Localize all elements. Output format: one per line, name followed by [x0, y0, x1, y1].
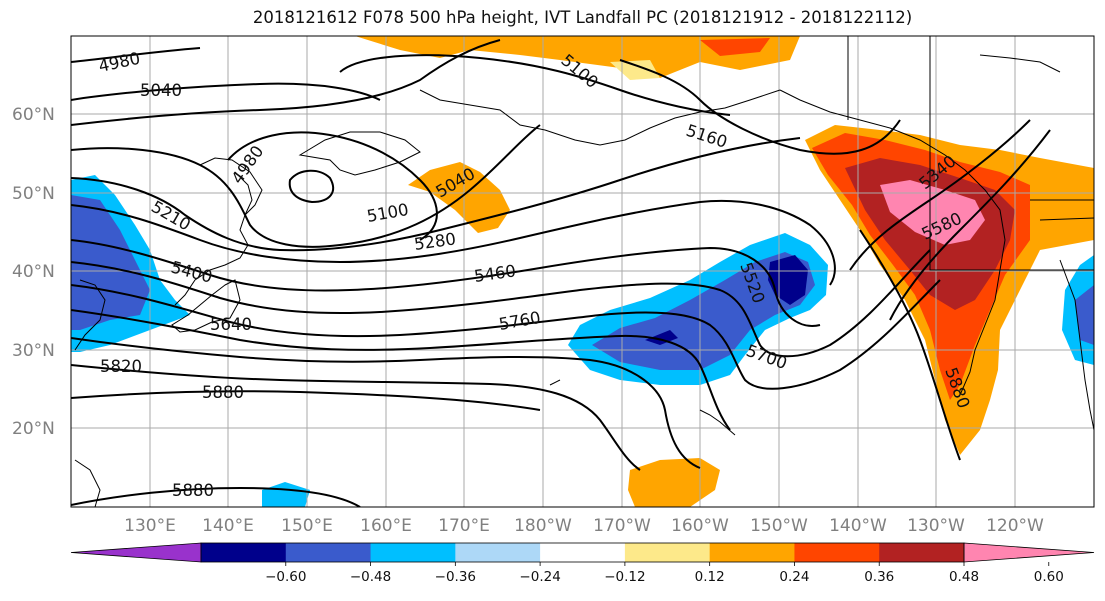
lon-label-170w: 170°W [593, 516, 651, 536]
colorbar-tick-label: 0.36 [864, 569, 894, 585]
map-title: 2018121612 F078 500 hPa height, IVT Land… [252, 8, 913, 27]
colorbar-tick-label: −0.12 [604, 569, 645, 585]
height-contours [71, 39, 1051, 507]
lat-label-30n: 30°N [12, 341, 55, 361]
colorbar-bin [285, 543, 372, 562]
ivt-positive-north-blob [355, 36, 800, 78]
lat-label-50n: 50°N [12, 184, 55, 204]
ivt-positive-westcoast-core [880, 180, 985, 245]
ivt-negative-central-core [768, 255, 808, 305]
colorbar-frame [200, 542, 965, 563]
contour-label-5880: 5880 [202, 383, 244, 402]
coastlines [74, 36, 1094, 507]
lon-label-170e: 170°E [438, 516, 490, 536]
lat-label-20n: 20°N [12, 419, 55, 439]
gridlines [71, 36, 1094, 507]
lat-label-60n: 60°N [12, 105, 55, 125]
colorbar-extend-high [963, 542, 1095, 563]
colorbar-extend-low [70, 542, 202, 563]
colorbar-tick-label: 0.12 [695, 569, 725, 585]
lon-label-180w: 180°W [514, 516, 572, 536]
ivt-positive-subtropical [628, 458, 720, 507]
latitude-labels: 60°N 50°N 40°N 30°N 20°N [12, 105, 55, 439]
ivt-negative-central-core2 [645, 330, 678, 345]
colorbar-bin [540, 543, 626, 562]
longitude-labels: 130°E 140°E 150°E 160°E 170°E 180°W 170°… [124, 516, 1044, 536]
colorbar-bin [201, 543, 287, 562]
lon-label-160w: 160°W [671, 516, 729, 536]
colorbar-bin [624, 543, 711, 562]
lon-label-130e: 130°E [124, 516, 176, 536]
ivt-negative-east-core [1075, 285, 1094, 345]
lon-label-150w: 150°W [750, 516, 808, 536]
colorbar-tick-label: −0.60 [265, 569, 306, 585]
lon-label-120w: 120°W [986, 516, 1044, 536]
colorbar-tick-label: 0.48 [949, 569, 979, 585]
contour-label-5640: 5640 [210, 315, 252, 334]
colorbar-bin [879, 543, 965, 562]
map-frame [70, 35, 1095, 508]
contour-label-5820: 5820 [100, 357, 142, 376]
colorbar-bin [709, 543, 795, 562]
lon-label-140e: 140°E [202, 516, 254, 536]
colorbar-tick-label: −0.24 [519, 569, 560, 585]
colorbar: −0.60 −0.48 −0.36 −0.24 −0.12 0.12 0.24 0.36 0.4… [70, 542, 1095, 585]
lat-label-40n: 40°N [12, 262, 55, 282]
contour-label-5040: 5040 [140, 81, 182, 100]
colorbar-bin [370, 543, 456, 562]
colorbar-bin [455, 543, 541, 562]
colorbar-tick-label: 0.24 [779, 569, 809, 585]
map-area: 4980 5040 5100 4980 5210 5040 5100 5280 … [71, 36, 1094, 507]
colorbar-tick-label: 0.60 [1034, 569, 1064, 585]
colorbar-tick-label: −0.36 [435, 569, 476, 585]
lon-label-150e: 150°E [281, 516, 333, 536]
lon-label-140w: 140°W [829, 516, 887, 536]
ivt-positive-north-core [700, 38, 770, 56]
colorbar-bin [794, 543, 880, 562]
lon-label-130w: 130°W [907, 516, 965, 536]
lon-label-160e: 160°E [360, 516, 412, 536]
contour-label-5880-south: 5880 [172, 481, 214, 500]
colorbar-tick-label: −0.48 [350, 569, 391, 585]
